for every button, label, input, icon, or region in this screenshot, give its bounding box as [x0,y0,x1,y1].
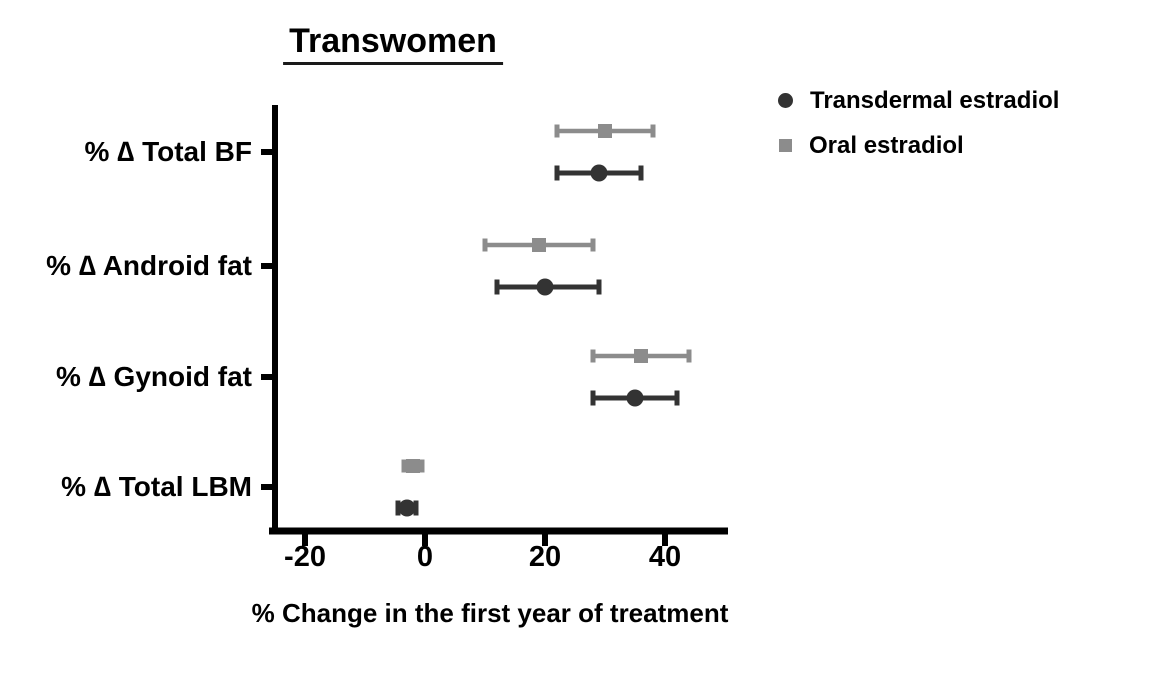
circle-marker-icon [778,93,793,108]
square-marker-icon [779,139,792,152]
legend: Transdermal estradiol Oral estradiol [778,86,1059,160]
x-tick-label: -20 [284,541,326,573]
mean-marker [398,499,416,517]
mean-marker [590,164,608,182]
x-axis-label: % Change in the first year of treatment [251,598,729,628]
legend-label: Transdermal estradiol [810,87,1060,114]
data-point [554,164,644,182]
category-label-gynoid-fat: % ∆ Gynoid fat [55,361,252,392]
series-transdermal-estradiol [395,164,680,517]
data-point [395,499,419,517]
series-oral-estradiol [401,124,692,473]
mean-marker [536,278,554,296]
mean-marker [406,459,420,473]
x-tick-label: 40 [648,541,682,573]
x-tick-label: 0 [416,541,434,573]
data-point [401,459,425,473]
data-point [590,349,692,363]
mean-marker [634,349,648,363]
category-label-android-fat: % ∆ Android fat [46,250,252,281]
legend-item-transdermal-estradiol: Transdermal estradiol [778,86,1059,115]
data-point [482,238,596,252]
legend-label: Oral estradiol [809,132,964,159]
category-label-total-lbm: % ∆ Total LBM [61,471,252,502]
chart-title: Transwomen [283,22,503,65]
data-point [494,278,602,296]
category-label-total-bf: % ∆ Total BF [84,136,253,167]
mean-marker [626,389,644,407]
mean-marker [598,124,612,138]
data-point [554,124,656,138]
x-tick-label: 20 [528,541,562,573]
data-point [590,389,680,407]
legend-item-oral-estradiol: Oral estradiol [778,131,1059,160]
mean-marker [532,238,546,252]
